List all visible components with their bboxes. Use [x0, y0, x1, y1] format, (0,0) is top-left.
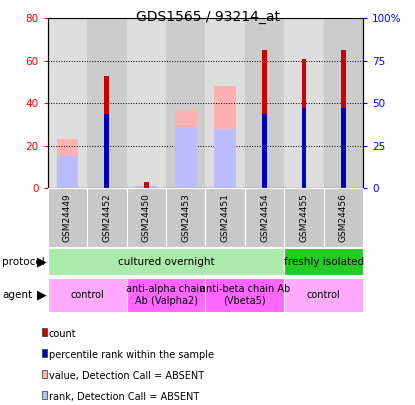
Text: ▶: ▶ — [37, 288, 47, 301]
Bar — [48, 278, 127, 312]
Bar — [341, 50, 346, 188]
Text: control: control — [307, 290, 341, 300]
Bar — [262, 114, 267, 188]
Bar — [284, 248, 363, 275]
Text: value, Detection Call = ABSENT: value, Detection Call = ABSENT — [49, 371, 204, 381]
Text: GSM24450: GSM24450 — [142, 193, 151, 242]
Bar — [48, 248, 284, 275]
Bar — [324, 18, 363, 188]
Bar — [135, 186, 157, 188]
Text: GSM24451: GSM24451 — [221, 193, 229, 242]
Bar — [205, 18, 245, 188]
Text: percentile rank within the sample: percentile rank within the sample — [49, 350, 214, 360]
Bar — [166, 18, 205, 188]
Bar — [324, 188, 363, 247]
Text: GSM24454: GSM24454 — [260, 193, 269, 242]
Bar — [127, 188, 166, 247]
Bar — [105, 76, 109, 188]
Bar — [48, 18, 87, 188]
Text: agent: agent — [2, 290, 32, 300]
Bar — [175, 127, 197, 188]
Text: count: count — [49, 329, 76, 339]
Bar — [214, 86, 236, 188]
Text: rank, Detection Call = ABSENT: rank, Detection Call = ABSENT — [49, 392, 199, 402]
Bar — [214, 129, 236, 188]
Bar — [284, 278, 363, 312]
Text: cultured overnight: cultured overnight — [118, 257, 214, 266]
Bar — [87, 18, 127, 188]
Bar — [205, 278, 284, 312]
Bar — [166, 188, 205, 247]
Bar — [56, 139, 78, 188]
Bar — [262, 50, 267, 188]
Bar — [175, 110, 197, 188]
Bar — [302, 59, 306, 188]
Bar — [144, 182, 149, 188]
Text: control: control — [70, 290, 104, 300]
Bar — [87, 188, 127, 247]
Bar — [48, 188, 87, 247]
Text: GSM24455: GSM24455 — [300, 193, 308, 242]
Text: GSM24452: GSM24452 — [103, 193, 111, 242]
Text: GSM24456: GSM24456 — [339, 193, 348, 242]
Text: protocol: protocol — [2, 257, 45, 266]
Bar — [341, 108, 346, 188]
Text: GDS1565 / 93214_at: GDS1565 / 93214_at — [136, 10, 279, 24]
Bar — [56, 156, 78, 188]
Bar — [284, 18, 324, 188]
Text: GSM24453: GSM24453 — [181, 193, 190, 242]
Text: anti-alpha chain
Ab (Valpha2): anti-alpha chain Ab (Valpha2) — [126, 284, 206, 306]
Text: anti-beta chain Ab
(Vbeta5): anti-beta chain Ab (Vbeta5) — [200, 284, 290, 306]
Bar — [105, 114, 109, 188]
Text: ▶: ▶ — [37, 255, 47, 268]
Bar — [127, 18, 166, 188]
Text: freshly isolated: freshly isolated — [283, 257, 364, 266]
Bar — [245, 188, 284, 247]
Bar — [127, 278, 205, 312]
Bar — [284, 188, 324, 247]
Bar — [205, 188, 245, 247]
Bar — [302, 108, 306, 188]
Bar — [245, 18, 284, 188]
Text: GSM24449: GSM24449 — [63, 193, 72, 242]
